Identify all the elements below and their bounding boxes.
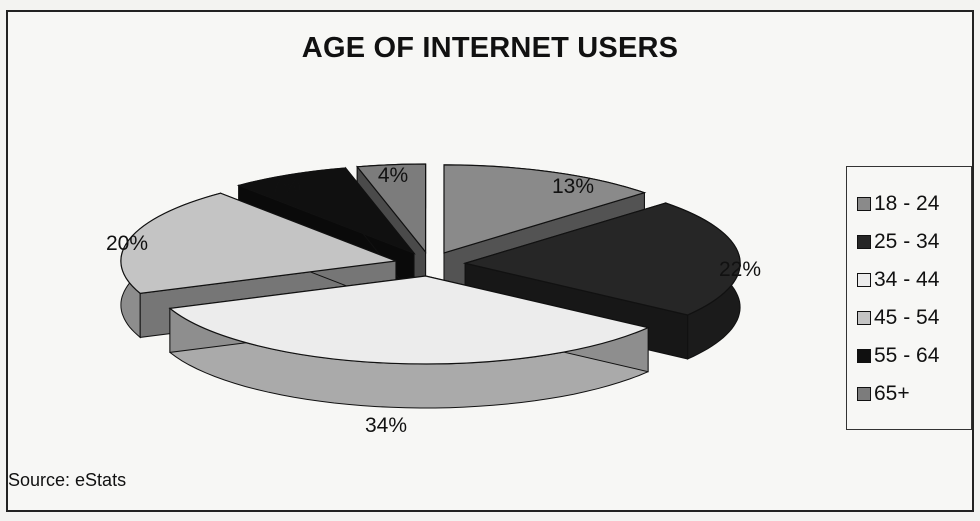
legend-swatch [857,197,871,211]
legend-label: 55 - 64 [874,344,940,367]
legend-label: 18 - 24 [874,192,940,215]
legend-label: 65+ [874,382,910,405]
legend-label: 34 - 44 [874,268,940,291]
data-label: 13% [552,175,594,198]
legend-item: 25 - 34 [857,223,971,261]
legend-swatch [857,311,871,325]
data-label: 22% [719,258,761,281]
slice-top-face [356,163,427,254]
data-label: 34% [365,414,407,437]
legend-label: 45 - 54 [874,306,940,329]
chart-title: AGE OF INTERNET USERS [301,32,679,64]
legend-swatch [857,273,871,287]
data-labels: 13% 22% 34% 20% 7% 4% [106,164,761,437]
legend-item: 34 - 44 [857,261,971,299]
legend-item: 18 - 24 [857,185,971,223]
pie-slice-34-44 [168,275,650,409]
slice-top-face [443,164,647,254]
legend-label: 25 - 34 [874,230,940,253]
slice-top-face [462,202,741,316]
slice-top-face [168,275,650,365]
legend-swatch [857,387,871,401]
data-label: 7% [271,174,301,197]
legend-item: 45 - 54 [857,299,971,337]
source-note: Source: eStats [8,470,127,490]
pie-slices [120,163,741,409]
legend-swatch [857,235,871,249]
legend: 18 - 24 25 - 34 34 - 44 45 - 54 55 - 64 65+ [846,166,972,430]
slice-top-face [120,192,397,295]
legend-swatch [857,349,871,363]
slice-top-face [236,167,416,255]
data-label: 4% [378,164,408,187]
legend-item: 55 - 64 [857,337,971,375]
data-label: 20% [106,232,148,255]
legend-item: 65+ [857,375,971,413]
